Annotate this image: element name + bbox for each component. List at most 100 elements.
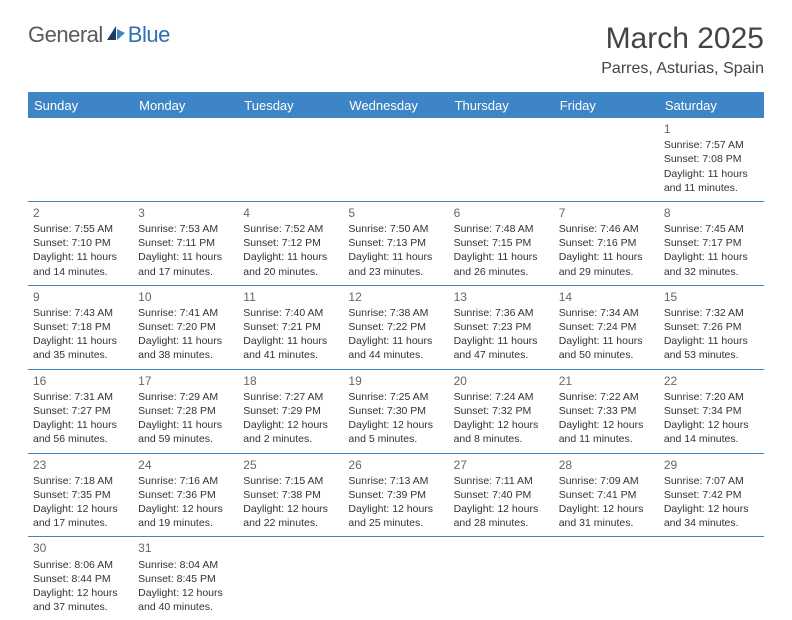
calendar-cell: 30Sunrise: 8:06 AMSunset: 8:44 PMDayligh… <box>28 537 133 620</box>
sunset-text: Sunset: 7:40 PM <box>454 488 549 502</box>
sunrise-text: Sunrise: 7:46 AM <box>559 222 654 236</box>
day-header: Tuesday <box>238 93 343 119</box>
sunset-text: Sunset: 7:38 PM <box>243 488 338 502</box>
daylight-text: Daylight: 12 hours and 31 minutes. <box>559 502 654 530</box>
day-number: 17 <box>138 373 233 389</box>
sunset-text: Sunset: 7:11 PM <box>138 236 233 250</box>
calendar-cell: 28Sunrise: 7:09 AMSunset: 7:41 PMDayligh… <box>554 453 659 537</box>
day-header: Saturday <box>659 93 764 119</box>
day-number: 30 <box>33 540 128 556</box>
sunset-text: Sunset: 7:24 PM <box>559 320 654 334</box>
calendar-cell-empty <box>238 537 343 620</box>
sunrise-text: Sunrise: 7:41 AM <box>138 306 233 320</box>
day-number: 20 <box>454 373 549 389</box>
sunrise-text: Sunrise: 7:38 AM <box>348 306 443 320</box>
calendar-cell: 11Sunrise: 7:40 AMSunset: 7:21 PMDayligh… <box>238 285 343 369</box>
calendar-cell: 17Sunrise: 7:29 AMSunset: 7:28 PMDayligh… <box>133 369 238 453</box>
day-number: 9 <box>33 289 128 305</box>
calendar-cell-empty <box>133 118 238 201</box>
calendar-cell: 24Sunrise: 7:16 AMSunset: 7:36 PMDayligh… <box>133 453 238 537</box>
sunset-text: Sunset: 7:18 PM <box>33 320 128 334</box>
sunrise-text: Sunrise: 7:55 AM <box>33 222 128 236</box>
day-header: Monday <box>133 93 238 119</box>
calendar-cell: 26Sunrise: 7:13 AMSunset: 7:39 PMDayligh… <box>343 453 448 537</box>
daylight-text: Daylight: 12 hours and 17 minutes. <box>33 502 128 530</box>
day-number: 7 <box>559 205 654 221</box>
calendar-row: 30Sunrise: 8:06 AMSunset: 8:44 PMDayligh… <box>28 537 764 620</box>
sunset-text: Sunset: 7:28 PM <box>138 404 233 418</box>
sunset-text: Sunset: 7:17 PM <box>664 236 759 250</box>
sunrise-text: Sunrise: 7:31 AM <box>33 390 128 404</box>
day-number: 8 <box>664 205 759 221</box>
daylight-text: Daylight: 12 hours and 11 minutes. <box>559 418 654 446</box>
sunrise-text: Sunrise: 7:34 AM <box>559 306 654 320</box>
day-number: 5 <box>348 205 443 221</box>
sunrise-text: Sunrise: 7:50 AM <box>348 222 443 236</box>
day-number: 18 <box>243 373 338 389</box>
sunrise-text: Sunrise: 7:36 AM <box>454 306 549 320</box>
calendar-cell: 18Sunrise: 7:27 AMSunset: 7:29 PMDayligh… <box>238 369 343 453</box>
calendar-cell: 6Sunrise: 7:48 AMSunset: 7:15 PMDaylight… <box>449 201 554 285</box>
sunset-text: Sunset: 7:36 PM <box>138 488 233 502</box>
day-number: 19 <box>348 373 443 389</box>
calendar-row: 1Sunrise: 7:57 AMSunset: 7:08 PMDaylight… <box>28 118 764 201</box>
calendar-cell: 16Sunrise: 7:31 AMSunset: 7:27 PMDayligh… <box>28 369 133 453</box>
daylight-text: Daylight: 11 hours and 14 minutes. <box>33 250 128 278</box>
calendar-cell: 14Sunrise: 7:34 AMSunset: 7:24 PMDayligh… <box>554 285 659 369</box>
day-number: 27 <box>454 457 549 473</box>
calendar-cell: 29Sunrise: 7:07 AMSunset: 7:42 PMDayligh… <box>659 453 764 537</box>
sunrise-text: Sunrise: 7:07 AM <box>664 474 759 488</box>
calendar-cell: 2Sunrise: 7:55 AMSunset: 7:10 PMDaylight… <box>28 201 133 285</box>
sunset-text: Sunset: 7:10 PM <box>33 236 128 250</box>
daylight-text: Daylight: 12 hours and 8 minutes. <box>454 418 549 446</box>
daylight-text: Daylight: 11 hours and 32 minutes. <box>664 250 759 278</box>
day-number: 29 <box>664 457 759 473</box>
sunset-text: Sunset: 7:34 PM <box>664 404 759 418</box>
sunset-text: Sunset: 7:30 PM <box>348 404 443 418</box>
day-number: 22 <box>664 373 759 389</box>
daylight-text: Daylight: 12 hours and 22 minutes. <box>243 502 338 530</box>
sunset-text: Sunset: 7:23 PM <box>454 320 549 334</box>
sail-icon <box>105 22 127 48</box>
sunset-text: Sunset: 7:22 PM <box>348 320 443 334</box>
sunrise-text: Sunrise: 7:29 AM <box>138 390 233 404</box>
calendar-cell-empty <box>238 118 343 201</box>
calendar-cell-empty <box>449 537 554 620</box>
sunrise-text: Sunrise: 7:20 AM <box>664 390 759 404</box>
sunrise-text: Sunrise: 7:11 AM <box>454 474 549 488</box>
daylight-text: Daylight: 12 hours and 28 minutes. <box>454 502 549 530</box>
day-number: 11 <box>243 289 338 305</box>
sunrise-text: Sunrise: 7:53 AM <box>138 222 233 236</box>
day-number: 14 <box>559 289 654 305</box>
daylight-text: Daylight: 11 hours and 26 minutes. <box>454 250 549 278</box>
sunset-text: Sunset: 7:20 PM <box>138 320 233 334</box>
calendar-cell: 20Sunrise: 7:24 AMSunset: 7:32 PMDayligh… <box>449 369 554 453</box>
sunrise-text: Sunrise: 7:45 AM <box>664 222 759 236</box>
calendar-cell-empty <box>28 118 133 201</box>
sunrise-text: Sunrise: 7:32 AM <box>664 306 759 320</box>
sunrise-text: Sunrise: 7:43 AM <box>33 306 128 320</box>
sunrise-text: Sunrise: 7:52 AM <box>243 222 338 236</box>
title-block: March 2025 Parres, Asturias, Spain <box>601 22 764 78</box>
day-number: 24 <box>138 457 233 473</box>
sunrise-text: Sunrise: 7:13 AM <box>348 474 443 488</box>
day-number: 26 <box>348 457 443 473</box>
calendar-cell: 5Sunrise: 7:50 AMSunset: 7:13 PMDaylight… <box>343 201 448 285</box>
calendar-table: SundayMondayTuesdayWednesdayThursdayFrid… <box>28 92 764 620</box>
sunset-text: Sunset: 7:32 PM <box>454 404 549 418</box>
calendar-cell: 12Sunrise: 7:38 AMSunset: 7:22 PMDayligh… <box>343 285 448 369</box>
daylight-text: Daylight: 11 hours and 11 minutes. <box>664 167 759 195</box>
calendar-cell: 22Sunrise: 7:20 AMSunset: 7:34 PMDayligh… <box>659 369 764 453</box>
calendar-head: SundayMondayTuesdayWednesdayThursdayFrid… <box>28 93 764 119</box>
logo-text-blue: Blue <box>128 22 170 48</box>
sunrise-text: Sunrise: 7:25 AM <box>348 390 443 404</box>
day-number: 15 <box>664 289 759 305</box>
day-number: 23 <box>33 457 128 473</box>
day-number: 12 <box>348 289 443 305</box>
calendar-row: 16Sunrise: 7:31 AMSunset: 7:27 PMDayligh… <box>28 369 764 453</box>
daylight-text: Daylight: 12 hours and 2 minutes. <box>243 418 338 446</box>
daylight-text: Daylight: 12 hours and 34 minutes. <box>664 502 759 530</box>
daylight-text: Daylight: 11 hours and 35 minutes. <box>33 334 128 362</box>
day-number: 25 <box>243 457 338 473</box>
sunset-text: Sunset: 7:26 PM <box>664 320 759 334</box>
